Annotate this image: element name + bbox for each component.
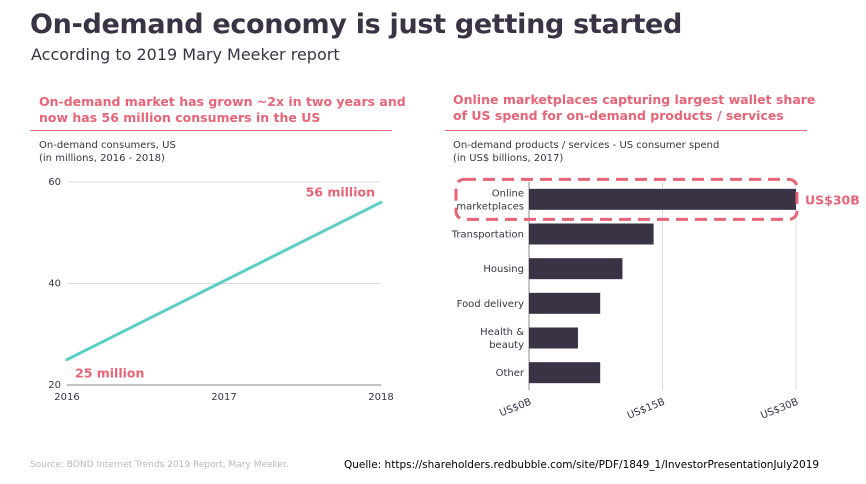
x-tick-label: 2017 bbox=[211, 392, 236, 403]
x-tick-label: 2018 bbox=[368, 392, 393, 403]
left-panel-title: On-demand market has grown ~2x in two ye… bbox=[39, 94, 406, 126]
left-panel-title-line: On-demand market has grown ~2x in two ye… bbox=[39, 94, 406, 109]
data-label: 25 million bbox=[75, 366, 144, 381]
source-note: Source: BOND Internet Trends 2019 Report… bbox=[30, 460, 289, 470]
x-tick-label: US$15B bbox=[626, 397, 667, 422]
line-chart: 20 40 60 2016 2017 2018 25 million 56 million bbox=[48, 177, 393, 403]
bar bbox=[529, 258, 623, 280]
category-label: Transportation bbox=[451, 230, 524, 241]
right-panel-title: Online marketplaces capturing largest wa… bbox=[453, 92, 815, 124]
category-label: Housing bbox=[483, 264, 524, 275]
source-url: Quelle: https://shareholders.redbubble.c… bbox=[344, 459, 820, 471]
bar-chart: US$0B US$15B US$30B Online marketplaces Trans… bbox=[451, 177, 860, 422]
category-label: Online marketplaces bbox=[456, 188, 524, 212]
right-chart-note-line: On-demand products / services - US consu… bbox=[453, 140, 720, 151]
series-line bbox=[65, 200, 383, 362]
left-panel-divider bbox=[30, 130, 392, 131]
highlight-box bbox=[454, 177, 799, 221]
y-tick-label: 60 bbox=[48, 177, 61, 188]
right-panel-divider bbox=[445, 130, 807, 131]
bar bbox=[529, 223, 654, 245]
left-chart-note-line: On-demand consumers, US bbox=[39, 140, 176, 151]
bar bbox=[529, 188, 796, 210]
right-chart-note: On-demand products / services - US consu… bbox=[453, 139, 719, 165]
x-tick-label: US$30B bbox=[759, 397, 800, 422]
left-chart-note-line: (in millions, 2016 - 2018) bbox=[39, 153, 165, 164]
y-tick-label: 40 bbox=[48, 279, 61, 290]
left-panel-title-line: now has 56 million consumers in the US bbox=[39, 110, 321, 125]
y-tick-label: 20 bbox=[48, 380, 61, 391]
bar bbox=[529, 362, 601, 384]
data-label: 56 million bbox=[306, 184, 375, 199]
category-label: Health & beauty bbox=[480, 327, 524, 351]
right-panel-title-line: Online marketplaces capturing largest wa… bbox=[453, 92, 816, 107]
page-title: On-demand economy is just getting starte… bbox=[30, 9, 683, 40]
x-tick-label: US$0B bbox=[498, 397, 533, 420]
category-label: Other bbox=[496, 368, 525, 379]
page-subtitle: According to 2019 Mary Meeker report bbox=[31, 45, 340, 64]
left-chart-note: On-demand consumers, US (in millions, 20… bbox=[39, 139, 176, 165]
bar bbox=[529, 327, 578, 349]
bar bbox=[529, 292, 601, 314]
highlight-label: US$30B bbox=[805, 192, 860, 207]
right-panel-title-line: of US spend for on-demand products / ser… bbox=[453, 108, 784, 123]
category-label: Food delivery bbox=[457, 299, 524, 310]
x-tick-label: 2016 bbox=[54, 392, 79, 403]
right-chart-note-line: (in US$ billions, 2017) bbox=[453, 153, 564, 164]
